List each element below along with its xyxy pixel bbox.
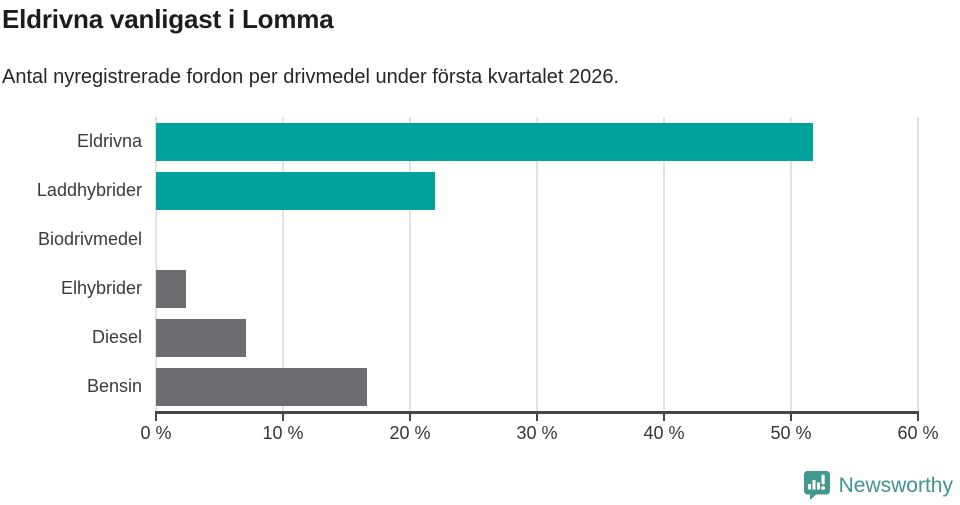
tick-mark-40 (663, 414, 665, 421)
newsworthy-logo-icon (803, 471, 830, 500)
bar-track (156, 318, 918, 357)
gridline-10 (282, 117, 284, 411)
tick-mark-60 (917, 414, 919, 421)
tick-label-60: 60 % (897, 423, 939, 443)
chart-row-bensin: Bensin (0, 362, 918, 411)
gridline-50 (790, 117, 792, 411)
newsworthy-logo-text: Newsworthy (838, 473, 953, 497)
x-axis-line (155, 411, 919, 414)
bar-eldrivna (156, 122, 813, 161)
bar-track (156, 269, 918, 308)
tick-label-50: 50 % (770, 423, 812, 443)
bar-diesel (156, 318, 247, 357)
chart-row-laddhybrider: Laddhybrider (0, 166, 918, 215)
bar-track (156, 367, 918, 406)
tick-label-40: 40 % (643, 423, 685, 443)
tick-label-0: 0 % (140, 423, 172, 443)
chart-row-eldrivna: Eldrivna (0, 117, 918, 166)
gridline-20 (409, 117, 411, 411)
tick-mark-30 (536, 414, 538, 421)
chart-subtitle: Antal nyregistrerade fordon per drivmede… (2, 66, 620, 88)
category-label-eldrivna: Eldrivna (76, 131, 142, 151)
bar-track (156, 122, 918, 161)
bar-chart: Eldrivna Laddhybrider Biodrivmedel Elhybrid… (0, 117, 960, 452)
bar-track (156, 171, 918, 210)
tick-mark-20 (409, 414, 411, 421)
category-label-biodrivmedel: Biodrivmedel (37, 229, 142, 249)
gridline-40 (663, 117, 665, 411)
category-label-bensin: Bensin (86, 376, 142, 396)
chart-row-elhybrider: Elhybrider (0, 264, 918, 313)
tick-label-10: 10 % (262, 423, 304, 443)
bar-track (156, 221, 918, 259)
category-label-diesel: Diesel (91, 327, 142, 347)
gridline-0 (155, 117, 157, 411)
bar-bensin (156, 367, 367, 406)
category-label-elhybrider: Elhybrider (60, 278, 142, 298)
gridlines (155, 117, 919, 411)
tick-label-30: 30 % (516, 423, 558, 443)
category-label-laddhybrider: Laddhybrider (36, 180, 142, 200)
gridline-30 (536, 117, 538, 411)
gridline-60 (917, 117, 919, 411)
bar-laddhybrider (156, 171, 436, 210)
chart-rows: Eldrivna Laddhybrider Biodrivmedel Elhybrid… (0, 117, 918, 411)
newsworthy-logo[interactable]: Newsworthy (803, 470, 953, 501)
tick-label-20: 20 % (389, 423, 431, 443)
chart-title: Eldrivna vanligast i Lomma (2, 4, 334, 34)
tick-mark-10 (282, 414, 284, 421)
chart-row-diesel: Diesel (0, 313, 918, 362)
bar-elhybrider (156, 269, 187, 308)
tick-mark-50 (790, 414, 792, 421)
chart-row-biodrivmedel: Biodrivmedel (0, 215, 918, 264)
tick-mark-0 (155, 414, 157, 421)
